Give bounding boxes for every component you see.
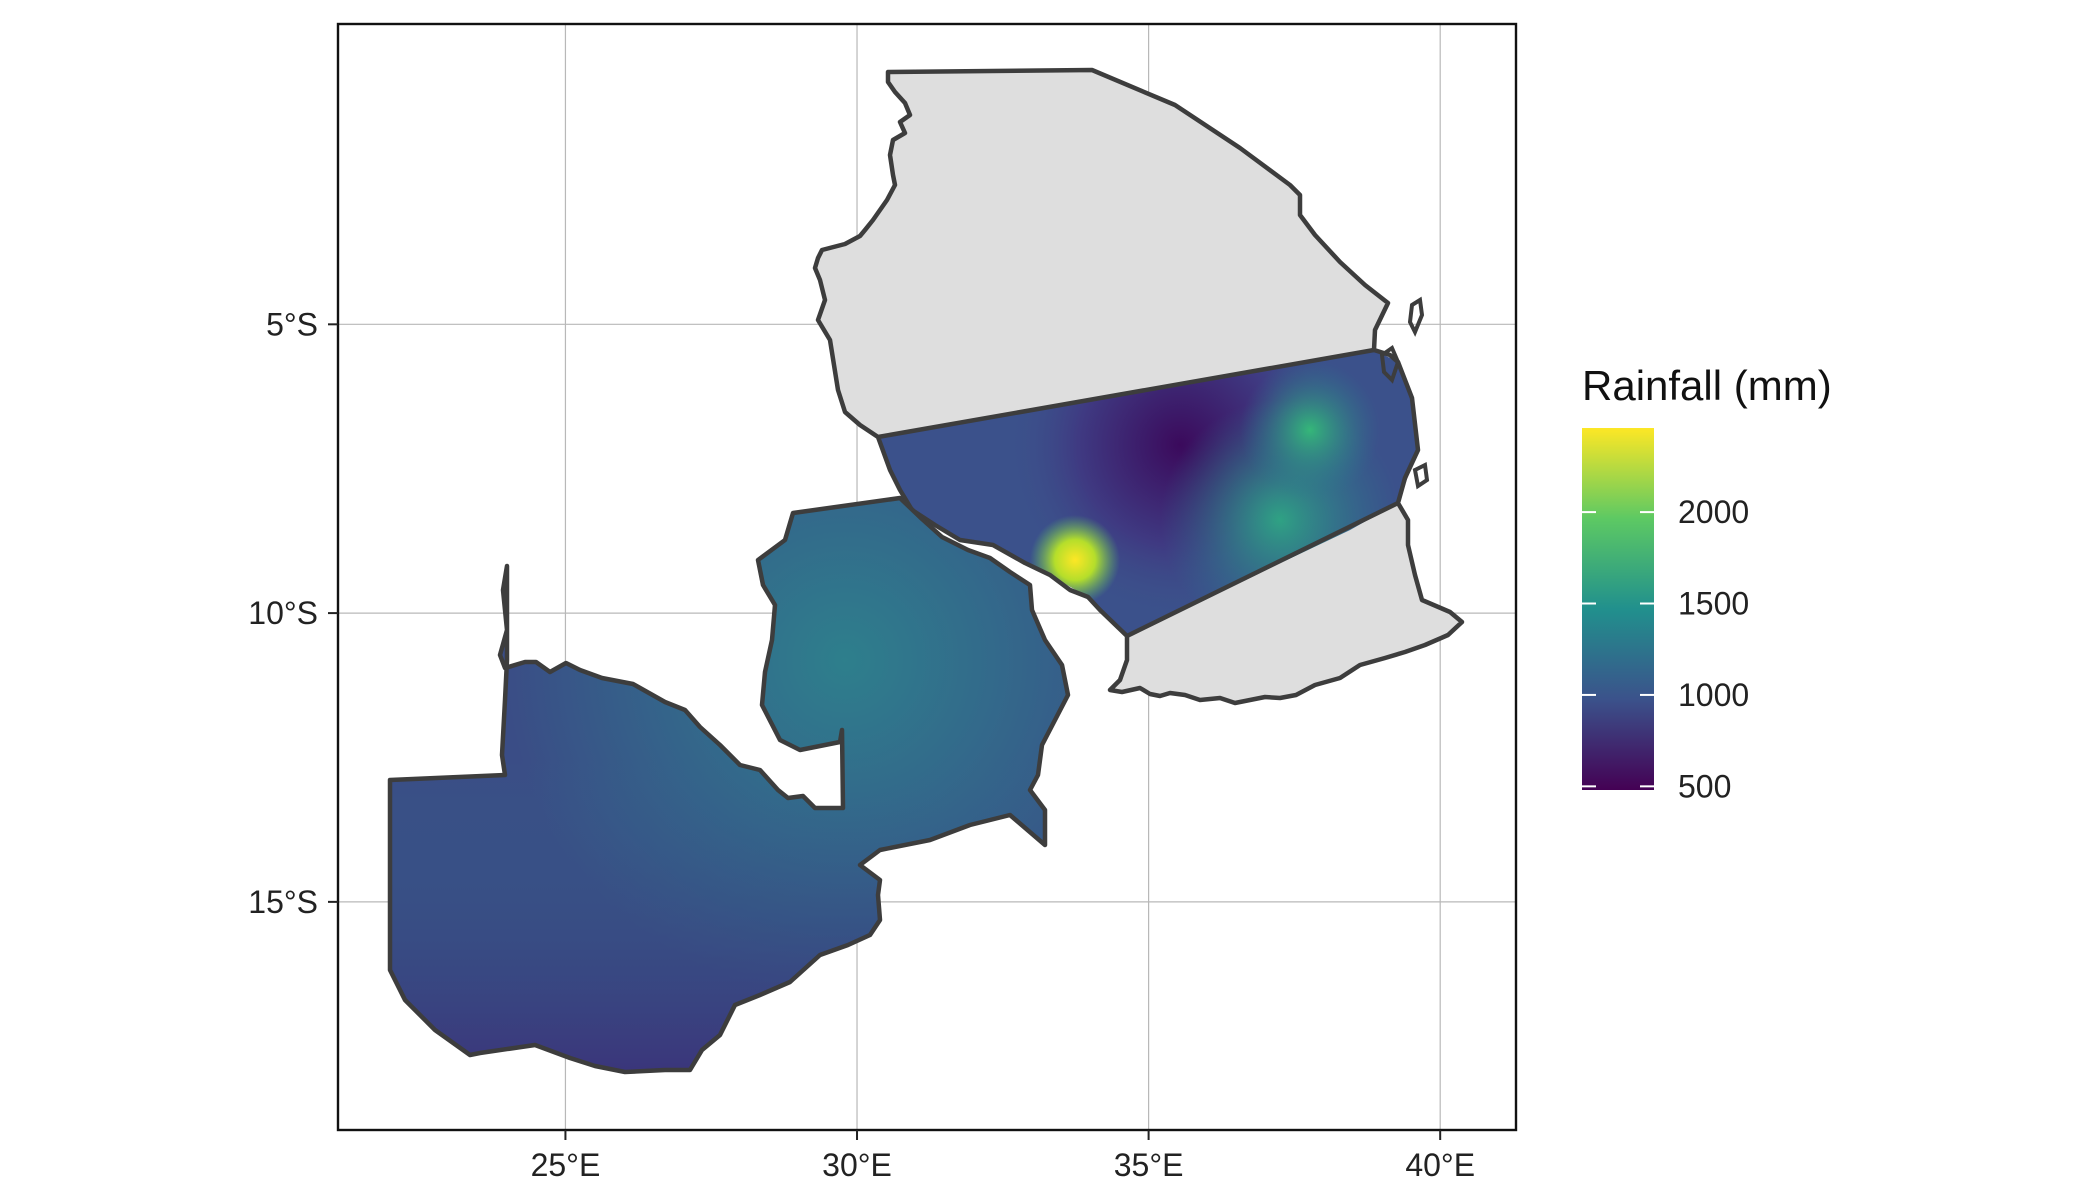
legend: Rainfall (mm) 2000 1500 1000 500 — [1582, 362, 1832, 804]
x-axis: 25°E 30°E 35°E 40°E — [531, 1130, 1475, 1183]
mafia-island — [1412, 461, 1430, 490]
x-tick-label: 40°E — [1405, 1147, 1475, 1183]
legend-tick-label: 1000 — [1678, 677, 1749, 713]
zambia-border — [387, 495, 1071, 1075]
band-north-edge — [877, 347, 1375, 440]
legend-tick-label: 500 — [1678, 768, 1731, 804]
legend-title: Rainfall (mm) — [1582, 362, 1832, 409]
legend-tick-label: 2000 — [1678, 494, 1749, 530]
band-south-edge — [1126, 500, 1399, 639]
legend-ticks: 2000 1500 1000 500 — [1582, 494, 1749, 804]
colorbar — [1582, 428, 1654, 790]
y-tick-label: 5°S — [266, 306, 318, 342]
x-tick-label: 25°E — [531, 1147, 601, 1183]
panel-border — [336, 22, 1518, 1132]
y-tick-label: 15°S — [248, 884, 318, 920]
tanzania-border — [812, 67, 1465, 706]
y-axis: 5°S 10°S 15°S — [248, 306, 338, 920]
y-tick-label: 10°S — [248, 595, 318, 631]
x-tick-label: 30°E — [822, 1147, 892, 1183]
zanzibar-island — [1379, 344, 1401, 384]
tanzania — [812, 67, 1465, 706]
legend-tick-label: 1500 — [1678, 586, 1749, 622]
x-tick-label: 35°E — [1114, 1147, 1184, 1183]
pemba-island — [1407, 296, 1425, 337]
